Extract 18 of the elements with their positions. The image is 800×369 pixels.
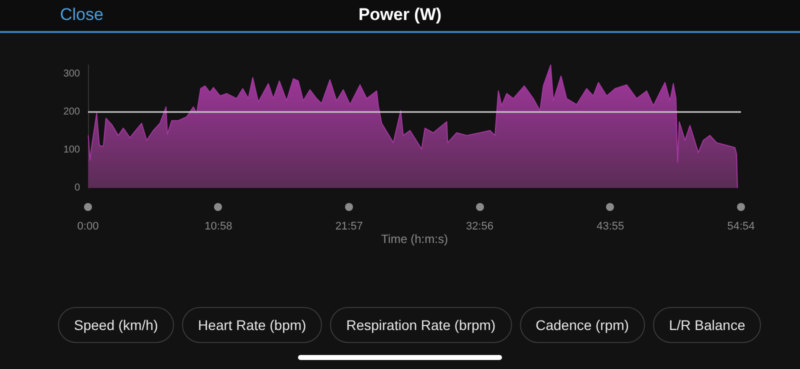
x-tick-label: 10:58 (204, 220, 232, 232)
x-tick-label: 0:00 (77, 220, 99, 232)
text: L/R Balance (652, 307, 762, 343)
text: Respiration Rate (brpm) (330, 307, 512, 343)
chart-title: Power (W) (358, 5, 442, 24)
text: Cadence (rpm) (520, 307, 645, 343)
text: Heart Rate (bpm) (182, 307, 322, 343)
y-tick-label: 0 (74, 182, 80, 194)
y-tick-label: 300 (63, 68, 80, 80)
text: Close (60, 5, 104, 25)
y-tick-label: 200 (63, 106, 80, 118)
x-tick-label: 32:56 (466, 220, 494, 232)
x-axis-title: Time (h:m:s) (381, 232, 448, 246)
x-tick-label: 54:54 (727, 220, 755, 232)
x-tick-label: 43:55 (596, 220, 624, 232)
y-tick-label: 100 (63, 144, 80, 156)
x-tick-label: 21:57 (335, 220, 363, 232)
text: Speed (km/h) (58, 307, 174, 343)
